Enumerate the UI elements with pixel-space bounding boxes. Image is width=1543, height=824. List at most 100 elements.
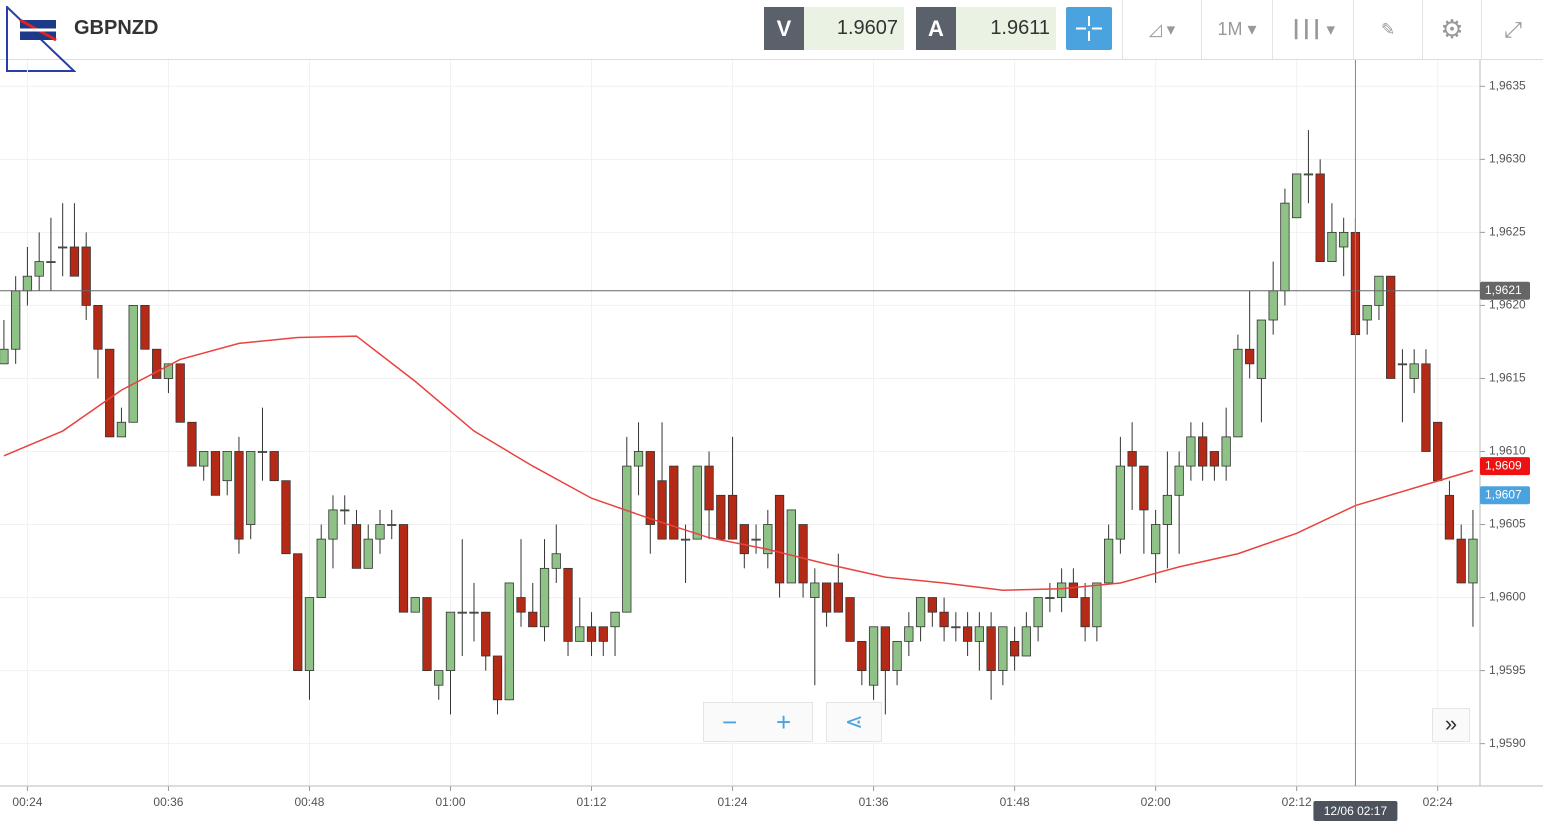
candle-body <box>868 626 879 686</box>
draw-button[interactable]: ✎ <box>1353 0 1422 59</box>
candle-body <box>152 348 162 379</box>
candle-body <box>492 655 503 701</box>
candle-body <box>81 246 91 306</box>
price-tag-label: 1,9621 <box>1485 283 1522 297</box>
symbol: GBPNZD <box>74 17 159 39</box>
candle-body <box>704 465 714 511</box>
x-tick-label: 01:00 <box>435 795 465 809</box>
candle-body <box>1103 538 1114 584</box>
ask-price[interactable]: 1.9611 <box>956 7 1056 50</box>
candle-body <box>1115 465 1126 540</box>
candle-body <box>692 465 702 540</box>
candle-body <box>1151 524 1161 555</box>
candle-body <box>563 567 573 642</box>
candle-body <box>46 261 56 263</box>
candle-body <box>1056 582 1067 598</box>
candle-body <box>1221 436 1231 467</box>
x-tick-label: 02:00 <box>1141 795 1171 809</box>
candle-body <box>304 597 315 671</box>
candle-button[interactable]: ┃┃┃ ▾ <box>1272 0 1353 59</box>
candle-body <box>281 480 291 555</box>
candle-body <box>1280 202 1290 292</box>
crosshair-button[interactable] <box>1066 7 1112 50</box>
candle-body <box>622 465 632 613</box>
bid-label: V <box>764 7 804 50</box>
candle-body <box>998 626 1008 671</box>
zoom-buttons[interactable]: − + <box>703 702 813 742</box>
candle-body <box>1433 421 1443 482</box>
price-tag-label: 1,9607 <box>1485 487 1522 501</box>
y-tick-label: 1,9590 <box>1489 736 1526 750</box>
candle-body <box>1362 305 1372 321</box>
x-tick-label: 01:36 <box>859 795 889 809</box>
candle-body <box>34 261 44 277</box>
candle-body <box>293 553 303 671</box>
candle-body <box>1444 494 1455 540</box>
ask-label: A <box>916 7 956 50</box>
share-button[interactable]: ⋖ <box>826 702 882 742</box>
y-tick-label: 1,9635 <box>1489 78 1526 92</box>
candle-body <box>222 451 232 482</box>
candle-body <box>774 494 785 584</box>
y-tick-label: 1,9605 <box>1489 517 1526 531</box>
y-tick-label: 1,9630 <box>1489 152 1526 166</box>
candle-body <box>1045 597 1055 599</box>
candle-body <box>727 494 738 540</box>
y-tick-label: 1,9595 <box>1489 663 1526 677</box>
candle-body <box>763 524 773 555</box>
candle-body <box>246 451 256 525</box>
candle-body <box>1092 582 1102 628</box>
settings-button[interactable]: ⚙ <box>1422 0 1481 59</box>
candle-body <box>1209 451 1220 467</box>
candle-body <box>1198 436 1208 467</box>
x-tick-label: 01:12 <box>577 795 607 809</box>
candle-body <box>1397 363 1408 366</box>
candle-body <box>398 524 409 613</box>
candle-body <box>657 480 667 540</box>
candle-body <box>340 509 350 512</box>
candle-body <box>363 538 373 569</box>
candle-body <box>962 626 973 642</box>
candle-body <box>269 451 279 482</box>
candle-body <box>1292 173 1302 219</box>
candle-body <box>880 626 890 671</box>
candle-body <box>739 524 749 555</box>
y-tick-label: 1,9625 <box>1489 225 1526 239</box>
candle-body <box>375 524 385 540</box>
period-button[interactable]: 1M ▾ <box>1201 0 1272 59</box>
x-tick-label: 02:24 <box>1423 795 1453 809</box>
candle-body <box>1186 436 1196 467</box>
candle-body <box>116 421 127 438</box>
candle-body <box>1421 363 1431 452</box>
candle-body <box>0 348 9 365</box>
candle-body <box>210 451 221 496</box>
price-tag <box>1480 486 1530 505</box>
candle-body <box>187 421 197 467</box>
scroll-end-button[interactable]: » <box>1432 708 1470 742</box>
fullscreen-button[interactable]: ⤢ <box>1481 0 1543 59</box>
candle-body <box>504 582 514 701</box>
chart: 1,9590 1,9595 1,9600 1,9605 1,9610 1,9615 1,96… <box>0 60 1543 821</box>
candle-body <box>11 290 21 350</box>
candle-body <box>1068 582 1079 598</box>
candle-body <box>1033 597 1043 628</box>
candle-body <box>610 611 620 628</box>
candle-body <box>1009 640 1020 657</box>
candle-body <box>1256 319 1267 379</box>
chart-type-button[interactable]: ◿ ▾ <box>1122 0 1201 59</box>
candle-body <box>751 538 761 541</box>
y-tick-label: 1,9615 <box>1489 371 1526 385</box>
candle-body <box>1468 538 1478 584</box>
y-tick-label: 1,9620 <box>1489 298 1526 312</box>
crosshair-label: 12/06 02:17 <box>1324 804 1388 818</box>
period: 1M <box>1217 19 1243 39</box>
bid-price[interactable]: 1.9607 <box>804 7 904 50</box>
candle-body <box>128 305 138 423</box>
candle-body <box>387 524 397 526</box>
candle-body <box>1162 494 1173 525</box>
candle-body <box>927 597 937 613</box>
price-tag-label: 1,9609 <box>1485 458 1522 472</box>
price-tag <box>1480 457 1530 476</box>
candle-body <box>58 246 68 249</box>
